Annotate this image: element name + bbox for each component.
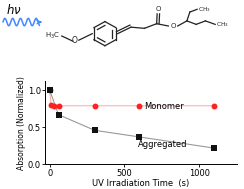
- Point: [92, 129, 96, 132]
- Point: [212, 104, 216, 107]
- X-axis label: UV Irradiation Time  (s): UV Irradiation Time (s): [92, 179, 190, 188]
- Point: [52, 104, 56, 107]
- Point: [92, 104, 96, 107]
- Text: O: O: [155, 6, 161, 12]
- Text: $h\nu$: $h\nu$: [6, 3, 22, 18]
- Text: H$_3$C: H$_3$C: [45, 30, 61, 41]
- Point: [137, 104, 141, 107]
- Text: O: O: [170, 23, 176, 29]
- Point: [57, 104, 61, 107]
- Point: [212, 147, 216, 150]
- Text: O: O: [71, 36, 77, 45]
- Point: [48, 89, 51, 92]
- Y-axis label: Absorption (Normalized): Absorption (Normalized): [18, 76, 26, 170]
- Point: [137, 136, 141, 139]
- Text: Aggregated: Aggregated: [138, 140, 187, 149]
- Text: CH$_3$: CH$_3$: [198, 5, 211, 14]
- Text: CH$_3$: CH$_3$: [216, 20, 229, 29]
- Point: [49, 104, 53, 107]
- Point: [48, 89, 51, 92]
- Point: [57, 113, 61, 116]
- Text: Monomer: Monomer: [144, 102, 184, 111]
